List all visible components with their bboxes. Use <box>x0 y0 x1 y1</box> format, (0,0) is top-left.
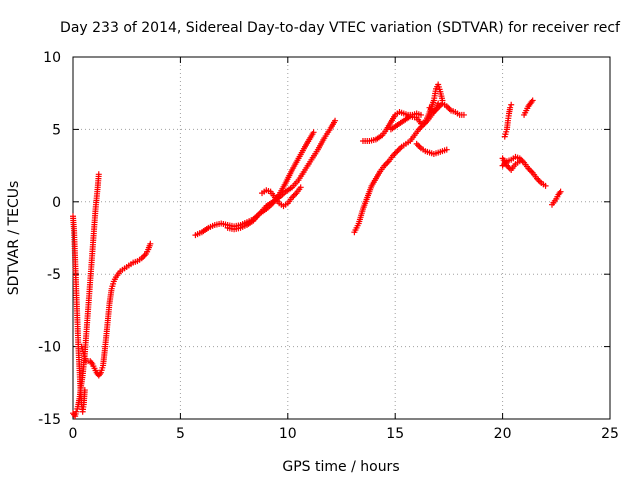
data-point <box>417 124 424 131</box>
data-point <box>392 149 399 156</box>
x-tick-label: 20 <box>494 426 512 442</box>
data-point <box>542 182 549 189</box>
data-series-sdtvar <box>70 81 564 420</box>
x-tick-label: 0 <box>69 426 78 442</box>
x-tick-label: 15 <box>386 426 404 442</box>
y-tick-label: -5 <box>47 267 61 283</box>
data-point <box>147 240 154 247</box>
data-point <box>516 158 523 165</box>
data-point <box>445 104 452 111</box>
data-point <box>397 145 404 152</box>
data-point <box>140 253 147 260</box>
data-point <box>417 111 424 118</box>
data-point <box>529 97 536 104</box>
data-point <box>310 129 317 136</box>
x-tick-label: 10 <box>279 426 297 442</box>
data-point <box>95 171 102 178</box>
data-point <box>536 178 543 185</box>
y-tick-label: -10 <box>38 340 61 356</box>
data-point <box>528 168 535 175</box>
data-point <box>460 111 467 118</box>
data-point <box>443 146 450 153</box>
grid <box>73 57 610 419</box>
data-point <box>395 146 402 153</box>
data-point <box>415 142 422 149</box>
data-point <box>416 143 423 150</box>
plot-area-border <box>72 56 611 420</box>
chart-title: Day 233 of 2014, Sidereal Day-to-day VTE… <box>60 20 621 36</box>
data-point <box>291 191 298 198</box>
data-point <box>557 188 564 195</box>
x-axis-label: GPS time / hours <box>282 459 399 475</box>
data-point <box>413 140 420 147</box>
data-point <box>73 408 80 415</box>
data-point <box>507 104 514 111</box>
data-point <box>332 117 339 124</box>
data-point <box>391 151 398 158</box>
axes: 0 5 10 15 20 25 -15 -10 -5 0 5 10 <box>38 50 619 442</box>
data-point <box>508 101 515 108</box>
data-point <box>535 177 542 184</box>
data-point <box>384 159 391 166</box>
data-point <box>290 193 297 200</box>
y-tick-label: 0 <box>52 195 61 211</box>
y-axis-label: SDTVAR / TECUs <box>6 181 22 296</box>
data-point <box>382 161 389 168</box>
data-point <box>297 184 304 191</box>
x-tick-label: 5 <box>176 426 185 442</box>
y-tick-label: -15 <box>38 412 61 428</box>
x-tick-label: 25 <box>601 426 619 442</box>
data-point <box>526 166 533 173</box>
y-tick-label: 10 <box>43 50 61 66</box>
y-tick-label: 5 <box>52 122 61 138</box>
